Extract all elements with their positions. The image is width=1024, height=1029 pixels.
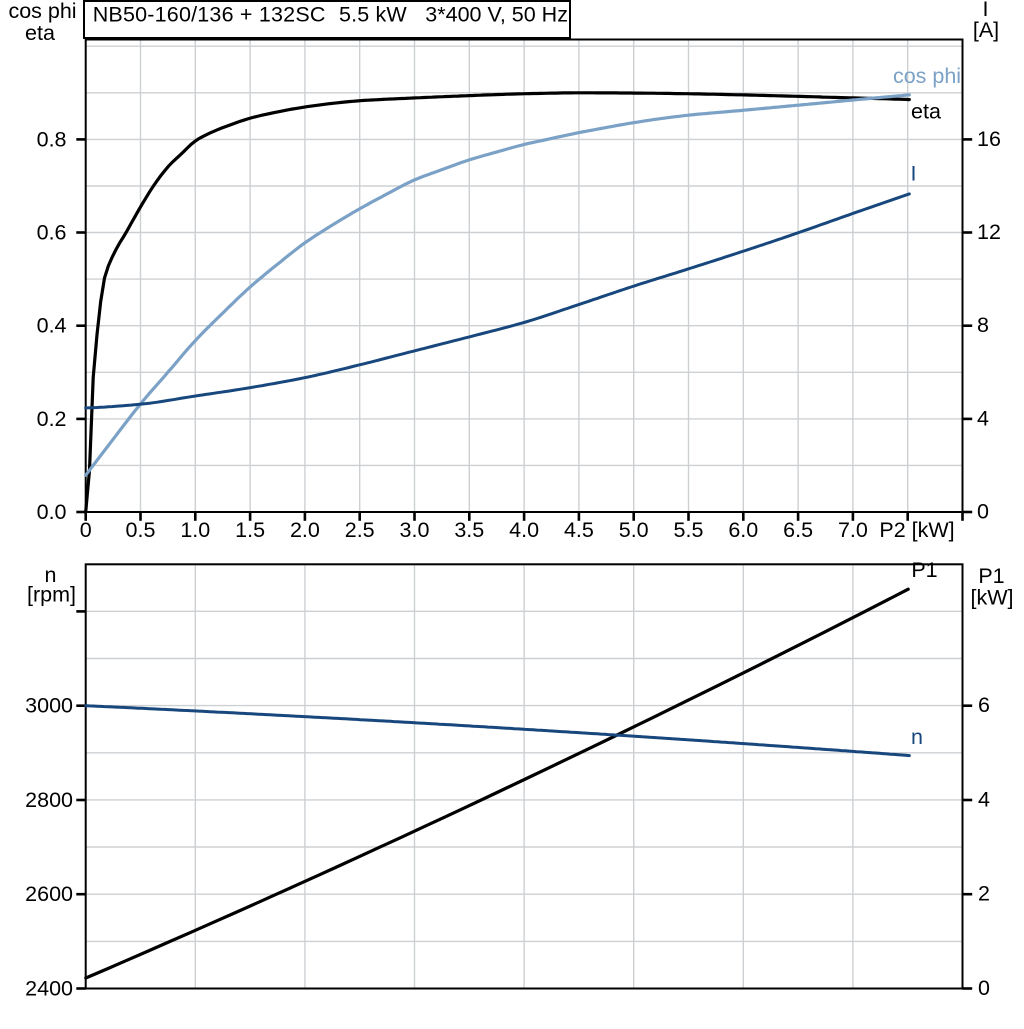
svg-text:0.0: 0.0 [37,500,67,524]
svg-text:4.0: 4.0 [509,518,539,542]
svg-text:2: 2 [978,882,990,906]
svg-text:2600: 2600 [25,882,73,906]
svg-text:0.4: 0.4 [37,314,67,338]
svg-text:0.2: 0.2 [37,407,67,431]
svg-text:P1: P1 [911,558,937,582]
svg-text:1.0: 1.0 [180,518,210,542]
svg-text:[rpm]: [rpm] [27,583,76,607]
svg-text:0: 0 [80,518,92,542]
svg-text:5.5 kW: 5.5 kW [339,3,407,27]
svg-text:6: 6 [978,693,990,717]
svg-text:0: 0 [978,976,990,1000]
svg-text:0.5: 0.5 [126,518,156,542]
svg-text:1.5: 1.5 [235,518,265,542]
svg-text:eta: eta [911,100,941,124]
svg-text:2.0: 2.0 [290,518,320,542]
svg-text:5.0: 5.0 [619,518,649,542]
svg-text:6.5: 6.5 [783,518,813,542]
svg-text:2400: 2400 [25,977,73,1001]
svg-text:I: I [911,162,917,186]
svg-text:P1: P1 [978,564,1004,588]
svg-text:3000: 3000 [25,694,73,718]
svg-text:3*400 V, 50 Hz: 3*400 V, 50 Hz [425,3,568,27]
svg-text:0: 0 [977,500,989,524]
svg-text:16: 16 [977,127,1001,151]
svg-text:12: 12 [977,220,1001,244]
svg-text:2.5: 2.5 [345,518,375,542]
svg-text:6.0: 6.0 [728,518,758,542]
svg-text:[kW]: [kW] [971,586,1014,610]
svg-text:NB50-160/136 + 132SC: NB50-160/136 + 132SC [93,3,326,27]
svg-text:P2 [kW]: P2 [kW] [879,518,954,542]
svg-text:I: I [983,0,989,21]
svg-text:cos phi: cos phi [893,64,961,88]
svg-text:n: n [45,563,57,587]
svg-text:4.5: 4.5 [564,518,594,542]
svg-text:3.5: 3.5 [454,518,484,542]
svg-text:cos phi: cos phi [8,0,76,23]
svg-text:[A]: [A] [973,18,999,42]
svg-text:4: 4 [977,406,989,430]
svg-text:8: 8 [977,313,989,337]
svg-text:3.0: 3.0 [400,518,430,542]
svg-text:0.8: 0.8 [37,127,67,151]
svg-text:5.5: 5.5 [674,518,704,542]
svg-text:7.0: 7.0 [838,518,868,542]
svg-text:eta: eta [25,21,55,45]
svg-text:2800: 2800 [25,788,73,812]
svg-text:0.6: 0.6 [37,221,67,245]
svg-text:4: 4 [978,788,990,812]
svg-text:n: n [911,725,923,749]
